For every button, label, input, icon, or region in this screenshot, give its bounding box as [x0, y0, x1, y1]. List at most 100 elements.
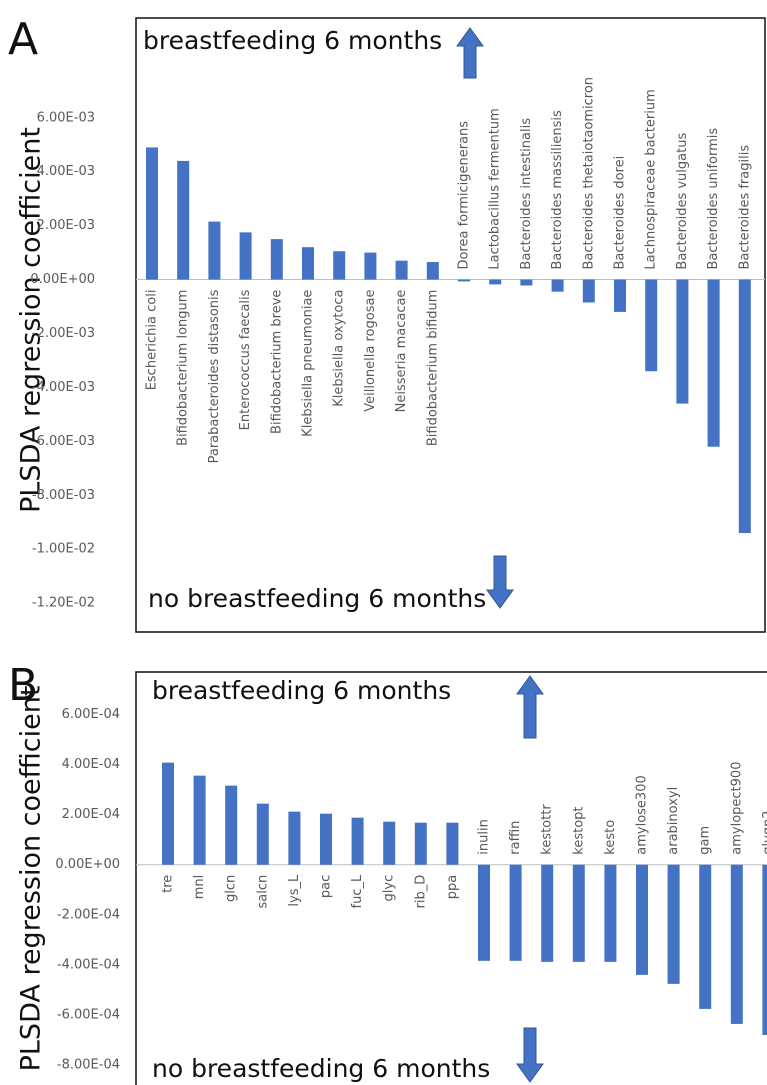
category-label: amylose300	[635, 775, 650, 854]
bar	[395, 260, 408, 280]
category-label: pac	[319, 875, 334, 898]
y-tick-label: -2.00E-03	[32, 326, 95, 341]
y-tick-label: 6.00E-04	[62, 707, 120, 722]
y-axis-label: PLSDA regression coefficient	[16, 127, 47, 513]
bar	[478, 864, 490, 961]
bar	[676, 279, 689, 404]
category-label: Bifidobacterium breve	[269, 290, 284, 434]
category-label: inulin	[477, 819, 492, 855]
category-label: fuc_L	[350, 874, 365, 908]
category-label: raffin	[508, 821, 523, 855]
category-label: Dorea formicigenerans	[457, 121, 472, 270]
category-label: ppa	[445, 875, 460, 899]
bar	[762, 864, 767, 1035]
plot-frame	[135, 17, 766, 633]
category-label: rib_D	[413, 875, 428, 909]
bar	[699, 864, 712, 1009]
y-tick-label: -4.00E-04	[57, 957, 120, 972]
annotation: no breastfeeding 6 months	[148, 584, 486, 613]
category-label: glygn2	[761, 810, 767, 854]
bar	[270, 239, 283, 280]
arrow-up	[456, 27, 484, 79]
bar	[302, 247, 314, 280]
y-tick-label: -1.20E-02	[32, 596, 95, 611]
bar	[383, 821, 396, 865]
bar	[551, 279, 564, 292]
panel-label: B	[8, 660, 38, 711]
category-label: Neisseria macacae	[394, 290, 409, 413]
bar	[520, 279, 533, 286]
annotation: breastfeeding 6 months	[152, 676, 451, 705]
category-label: Bacteroides vulgatus	[675, 133, 690, 270]
y-tick-label: 4.00E-04	[62, 757, 120, 772]
bar	[730, 864, 743, 1024]
category-label: Klebsiella pneumoniae	[301, 290, 316, 437]
bar	[351, 817, 364, 865]
bar	[572, 864, 585, 962]
annotation: breastfeeding 6 months	[143, 26, 442, 55]
y-tick-label: -6.00E-04	[57, 1007, 120, 1022]
bar	[614, 279, 626, 312]
bar	[426, 262, 439, 280]
category-label: gam	[698, 826, 713, 855]
y-tick-label: 4.00E-03	[37, 164, 95, 179]
category-label: Bifidobacterium bifidum	[425, 290, 440, 447]
category-label: amylopect900	[729, 762, 744, 855]
arrow-down	[516, 1027, 544, 1083]
bar	[208, 221, 221, 280]
bar	[162, 762, 174, 865]
bar	[239, 232, 252, 280]
bar	[738, 279, 751, 534]
category-label: arabinoxyl	[666, 787, 681, 855]
bar	[288, 811, 301, 865]
y-tick-label: 0.00E+00	[55, 857, 120, 872]
bar	[225, 785, 238, 865]
category-label: glyc	[382, 875, 397, 902]
bar	[177, 160, 190, 280]
bar	[645, 279, 658, 372]
arrow-up	[516, 675, 544, 739]
category-label: tre	[161, 875, 176, 893]
category-label: Bacteroides thetaiotaomicron	[581, 77, 596, 270]
plot-frame	[135, 671, 767, 1085]
category-label: Parabacteroides distasonis	[207, 289, 222, 463]
bar	[667, 864, 680, 984]
bar	[333, 251, 346, 280]
category-label: Lachnospiraceae bacterium	[644, 89, 659, 269]
arrow-down	[486, 555, 514, 609]
bar	[707, 279, 720, 447]
y-tick-label: -8.00E-04	[57, 1057, 120, 1072]
category-label: Bacteroides dorei	[613, 156, 628, 270]
category-label: Enterococcus faecalis	[238, 289, 253, 430]
y-tick-label: -2.00E-04	[57, 907, 120, 922]
bar	[414, 822, 427, 865]
category-label: Escherichia coli	[145, 290, 160, 391]
y-tick-label: 2.00E-03	[37, 218, 95, 233]
y-tick-label: -4.00E-03	[32, 380, 95, 395]
category-label: Klebsiella oxytoca	[332, 290, 347, 407]
category-label: Bacteroides massiliensis	[550, 110, 565, 270]
category-label: Veillonella rogosae	[363, 290, 378, 412]
y-tick-label: -1.00E-02	[32, 542, 95, 557]
y-tick-label: -6.00E-03	[32, 434, 95, 449]
bar	[489, 279, 502, 285]
bar	[193, 775, 206, 865]
category-label: glcn	[224, 875, 239, 902]
bar	[256, 803, 269, 865]
category-label: kestottr	[540, 804, 555, 855]
bar	[604, 864, 617, 962]
category-label: Lactobacillus fermentum	[488, 108, 503, 269]
category-label: mnl	[192, 875, 207, 900]
bar	[582, 279, 595, 303]
y-tick-label: 2.00E-04	[62, 807, 120, 822]
bar	[446, 822, 459, 865]
bar	[458, 279, 470, 282]
category-label: lys_L	[287, 874, 302, 907]
bar	[364, 252, 377, 280]
y-tick-label: -8.00E-03	[32, 488, 95, 503]
category-label: Bacteroides uniformis	[706, 128, 721, 270]
category-label: Bacteroides intestinalis	[519, 118, 534, 270]
bar	[146, 147, 158, 280]
